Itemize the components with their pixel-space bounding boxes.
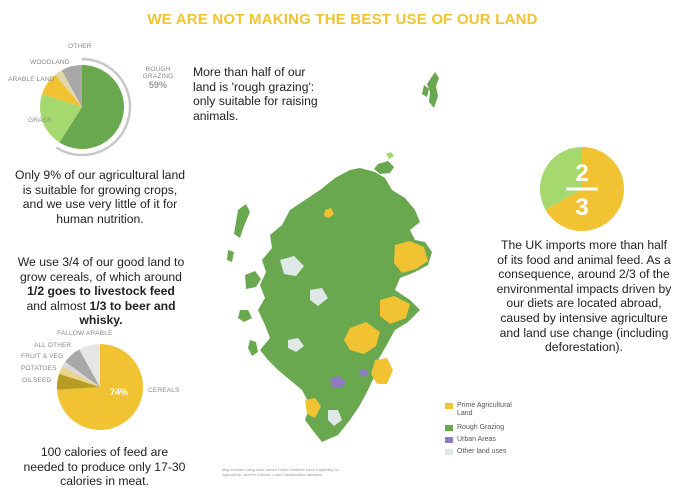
cereal-use-pie-chart [56,344,143,430]
cereal-text: We use 3/4 of our good land to grow cere… [17,255,185,328]
map-shetland [427,72,439,108]
legend-label-prime: Prime Agricultural Land [457,402,512,417]
legend-label-rough: Rough Grazing [457,424,505,431]
pie-slice-arable-land [42,74,82,107]
map-urban-glasgow [330,376,346,388]
map-western-isles [234,204,250,238]
map-prime-land-northeast [394,241,428,273]
map-orkney [374,161,394,174]
rough-grazing-text: More than half of our land is 'rough gra… [193,65,318,123]
land-use-pie-chart [40,57,132,157]
pie-slice-potatoes [59,366,100,387]
pie-label-fruit-veg: FRUIT & VEG [21,353,64,360]
pie-label-all-other: ALL OTHER [34,342,72,349]
map-urban-edinburgh [360,369,369,377]
pie-slice-cereals [57,344,143,430]
legend-swatch-other [445,449,453,455]
pie-slice-grass [40,94,82,143]
map-prime-land-central [344,322,380,354]
pie-label-potatoes: POTATOES [21,365,57,372]
pie-label-fallow: FALLOW ARABLE [57,330,113,337]
pie-slice-fruit-veg [62,361,100,387]
map-mainland [258,168,432,442]
pie-slice-oilseed [56,373,100,390]
calories-text: 100 calories of feed are needed to produ… [23,445,186,489]
pie-slice-other [61,65,82,107]
pie-label-cereals-pct: 74% [110,387,129,397]
pie-slice-all-other [65,349,100,387]
pie-slice-remainder [539,147,582,210]
pie-label-oilseed: OILSEED [22,377,52,384]
pie-slice-rough-grazing [59,65,125,149]
map-prime-land-southeast [371,358,393,384]
scotland-land-use-map [227,72,439,442]
map-prime-land-east [380,296,410,324]
legend-swatch-rough [445,425,453,431]
pie-label-arable: ARABLE LAND [8,76,55,83]
pie-label-cereals: CEREALS [148,387,180,394]
pie-label-woodland: WOODLAND [30,59,70,66]
fraction-numerator: 2 [575,160,588,187]
pie-label-rough-grazing: ROUGH GRAZING 59% [142,66,174,90]
crops-text: Only 9% of our agricultural land is suit… [14,168,186,226]
rough-grazing-highlight-ring [55,57,132,157]
import-text: The UK imports more than half of its foo… [496,238,672,355]
pie-slice-woodland [55,70,82,107]
two-thirds-circle-chart: 2 3 [539,147,624,231]
pie-label-grass: GRASS [28,117,52,124]
legend-swatch-urban [445,437,453,443]
legend-swatch-prime [445,403,453,409]
pie-label-other: OTHER [68,43,92,50]
pie-slice-fallow-arable [79,344,100,387]
fraction-denominator: 3 [575,194,588,221]
legend-label-urban: Urban Areas [457,436,496,443]
map-source-note: Map created using data James Hutton Inst… [222,467,340,477]
legend-label-other: Other land uses [457,448,507,455]
page-title: WE ARE NOT MAKING THE BEST USE OF OUR LA… [147,11,538,28]
